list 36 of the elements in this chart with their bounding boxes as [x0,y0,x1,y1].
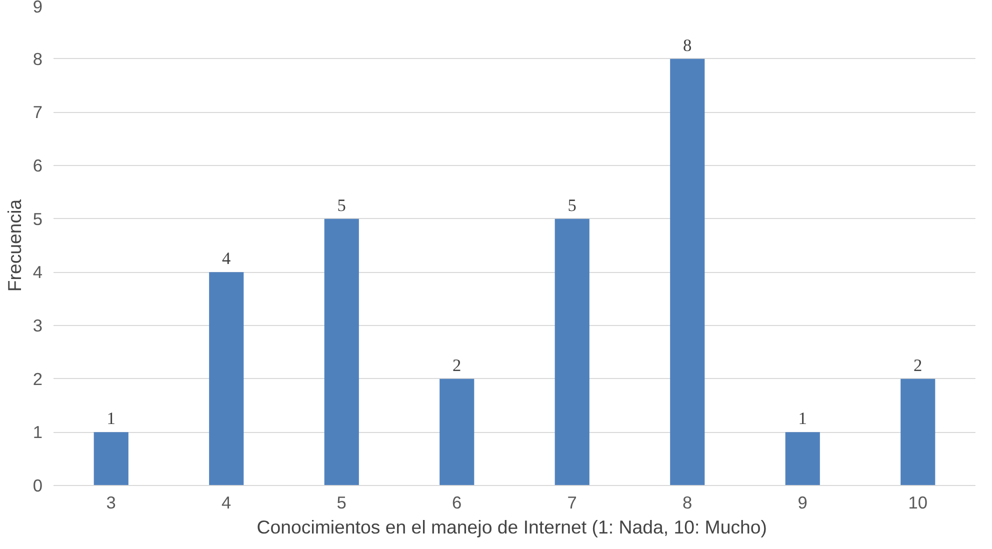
data-label: 2 [452,356,462,375]
data-label: 8 [683,36,692,55]
y-tick-label: 0 [32,476,43,496]
y-tick-label: 5 [32,208,43,229]
x-tick-label: 6 [452,492,462,512]
x-axis-title: Conocimientos en el manejo de Internet (1: Nada, 10: Mucho) [256,516,768,538]
bar [900,378,936,486]
y-tick-label: 6 [32,156,43,176]
x-tick-label: 5 [336,492,346,512]
x-tick-label: 9 [798,492,808,512]
y-tick-label: 9 [32,0,43,16]
bar [785,432,820,486]
data-label: 1 [106,409,116,428]
y-tick-label: 2 [32,368,43,389]
y-tick-label: 1 [32,422,43,442]
data-label: 5 [337,196,346,215]
data-label: 5 [568,196,576,215]
y-axis-title: Frecuencia [4,198,25,292]
x-tick-label: 3 [106,492,116,512]
x-tick-label: 4 [222,492,232,512]
x-tick-label: 10 [908,492,928,512]
y-tick-label: 7 [32,102,43,122]
x-tick-label: 8 [682,492,692,512]
data-label: 2 [914,356,922,375]
x-tick-label: 7 [567,492,577,512]
y-tick-label: 4 [32,262,43,282]
bar [440,378,474,486]
bar [554,218,590,486]
y-tick-label: 3 [32,316,43,336]
bar [94,432,128,486]
data-label: 4 [222,249,232,268]
bar [209,272,244,486]
bar [670,58,705,486]
data-label: 1 [798,409,807,428]
y-tick-label: 8 [32,48,43,69]
bar [324,218,359,486]
